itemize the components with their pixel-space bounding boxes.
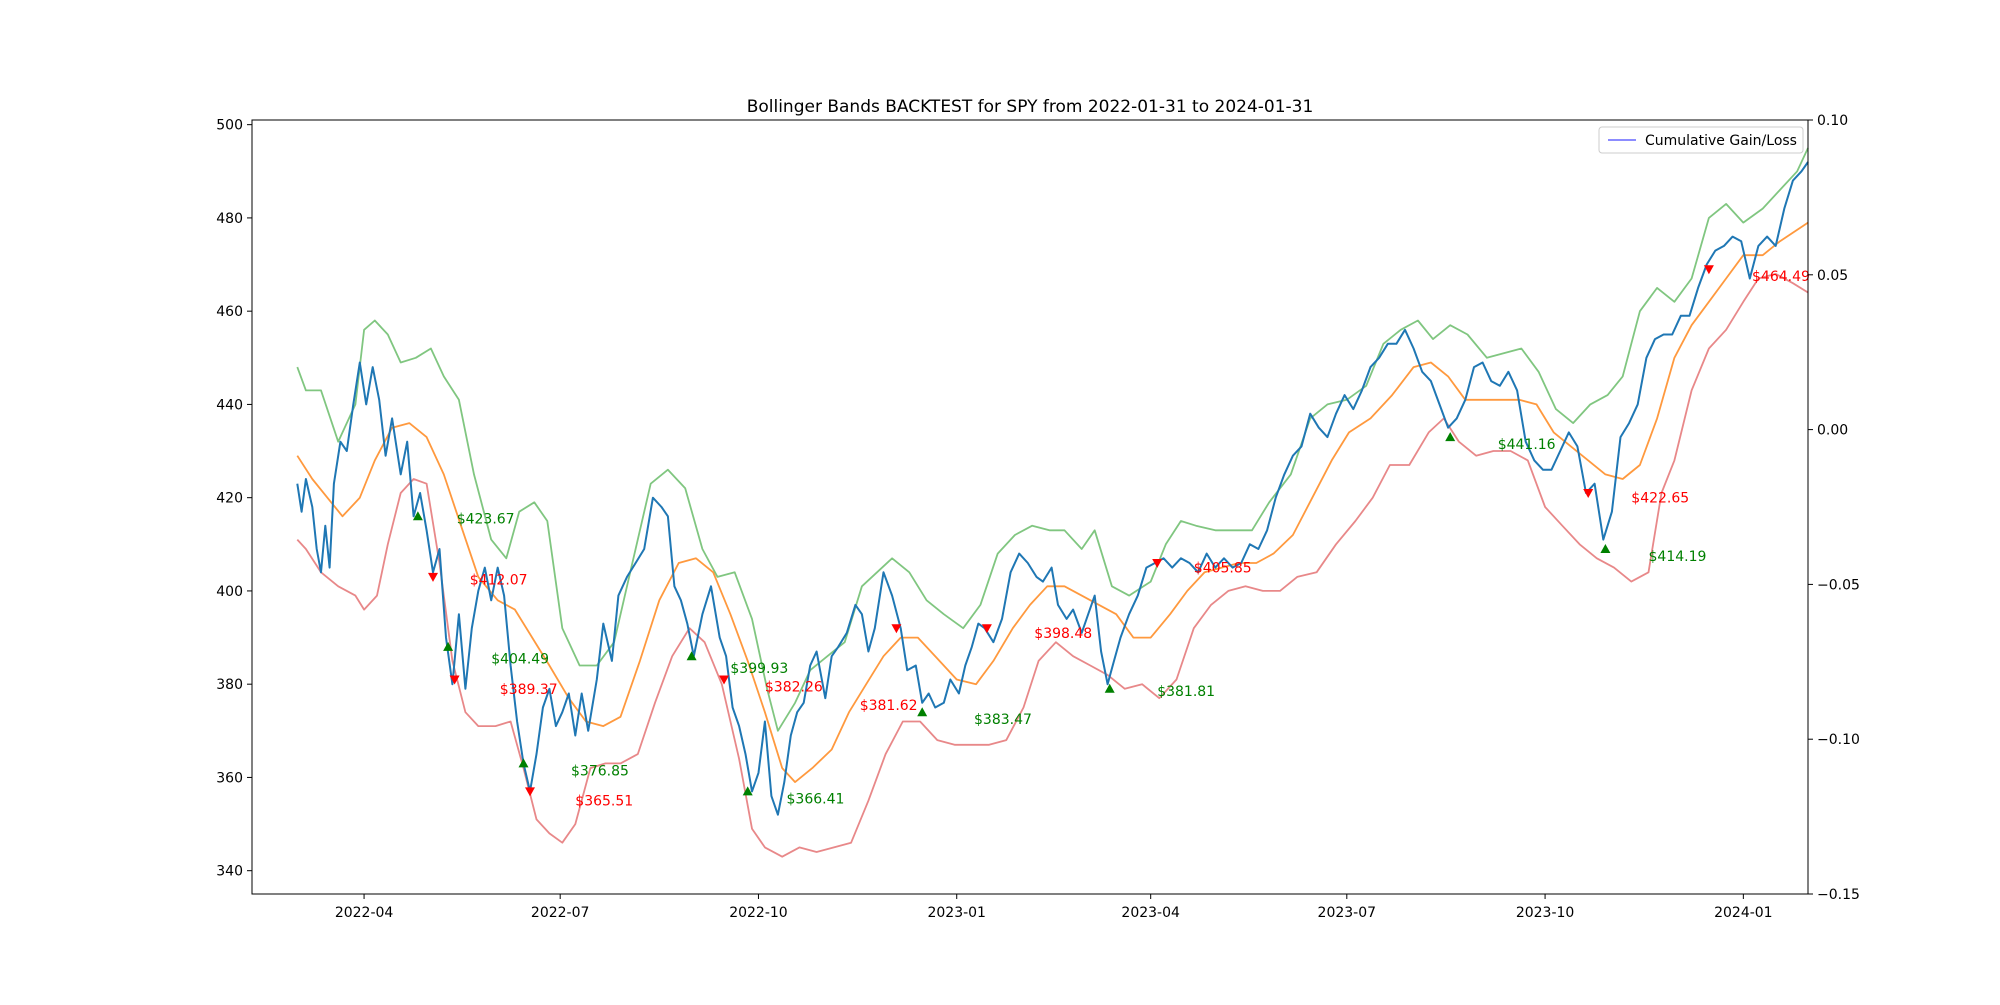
buy-marker-12: [1104, 683, 1115, 693]
sell-marker-9: [891, 624, 902, 634]
sell-price-label-7: $382.26: [765, 680, 823, 696]
x-tick-label-5: 2023-07: [1318, 905, 1377, 921]
legend-box: [1598, 126, 1804, 154]
x-tick-label-7: 2024-01: [1714, 905, 1773, 921]
y2-tick-label-5: 0.10: [1817, 113, 1848, 129]
buy-marker-10: [917, 707, 928, 717]
buy-price-label-14: $441.16: [1498, 437, 1556, 453]
buy-marker-4: [518, 758, 529, 768]
x-tick-label-2: 2022-10: [729, 905, 788, 921]
buy-marker-0: [412, 511, 423, 521]
sell-marker-7: [719, 675, 729, 685]
sell-price-label-17: $464.49: [1752, 269, 1810, 285]
y-tick-label-5: 440: [216, 397, 243, 413]
sell-marker-15: [1583, 489, 1594, 498]
sell-price-label-15: $422.65: [1631, 491, 1689, 507]
y-tick-label-2: 380: [216, 677, 243, 693]
y2-tick-label-0: −0.15: [1817, 887, 1860, 903]
series-line-middle: [296, 221, 1809, 783]
sell-marker-1: [428, 572, 438, 582]
buy-marker-14: [1445, 432, 1456, 442]
sell-marker-3: [449, 675, 460, 685]
buy-price-label-4: $376.85: [571, 763, 629, 779]
chart-title: Bollinger Bands BACKTEST for SPY from 20…: [747, 97, 1314, 117]
sell-price-label-13: $405.85: [1194, 561, 1252, 577]
plot-frame: [251, 119, 1809, 895]
y-tick-label-4: 420: [216, 491, 243, 507]
series-line-upper: [296, 147, 1809, 732]
x-tick-label-6: 2023-10: [1516, 905, 1575, 921]
sell-price-label-3: $389.37: [500, 682, 558, 698]
y-tick-label-0: 340: [216, 864, 243, 880]
sell-price-label-1: $412.07: [470, 572, 528, 588]
buy-marker-6: [686, 651, 697, 661]
buy-price-label-16: $414.19: [1649, 549, 1707, 565]
x-tick-label-3: 2023-01: [927, 905, 986, 921]
buy-marker-2: [443, 641, 454, 651]
sell-price-label-9: $398.48: [1034, 626, 1092, 642]
sell-marker-13: [1152, 559, 1163, 568]
buy-price-label-12: $381.81: [1157, 684, 1215, 700]
sell-marker-5: [525, 787, 535, 797]
y-tick-label-1: 360: [216, 770, 243, 786]
y2-tick-label-2: −0.05: [1817, 577, 1860, 593]
sell-marker-11: [981, 624, 992, 634]
buy-price-label-8: $366.41: [787, 791, 845, 807]
series-layer: [296, 147, 1809, 858]
signal-layer: $423.67 $412.07 $404.49 $389.37 $376.85 $365.…: [412, 265, 1810, 810]
y-tick-label-6: 460: [216, 304, 243, 320]
x-tick-label-4: 2023-04: [1121, 905, 1180, 921]
sell-marker-17: [1703, 265, 1714, 275]
axis-layer: 340 360 380 400 420 440 460 480 500 −0.15 −0.10 −0.…: [216, 113, 1860, 921]
x-tick-label-1: 2022-07: [531, 905, 590, 921]
y-tick-label-8: 500: [216, 118, 243, 134]
legend: Cumulative Gain/Loss: [1598, 126, 1804, 154]
y2-tick-label-3: 0.00: [1817, 423, 1848, 439]
series-line-close: [296, 161, 1809, 816]
y-tick-label-7: 480: [216, 211, 243, 227]
buy-price-label-0: $423.67: [457, 512, 515, 528]
buy-price-label-6: $399.93: [730, 661, 788, 677]
legend-entry: Cumulative Gain/Loss: [1645, 133, 1797, 149]
buy-marker-16: [1600, 544, 1611, 553]
buy-price-label-10: $383.47: [974, 712, 1032, 728]
series-line-lower: [296, 273, 1809, 858]
y2-tick-label-1: −0.10: [1817, 732, 1860, 748]
buy-marker-8: [742, 786, 753, 796]
buy-price-label-2: $404.49: [491, 652, 549, 668]
y2-tick-label-4: 0.05: [1817, 268, 1848, 284]
sell-price-label-5: $365.51: [575, 794, 633, 810]
sell-price-label-11: $381.62: [860, 698, 918, 714]
x-tick-label-0: 2022-04: [335, 905, 394, 921]
y-tick-label-3: 400: [216, 584, 243, 600]
